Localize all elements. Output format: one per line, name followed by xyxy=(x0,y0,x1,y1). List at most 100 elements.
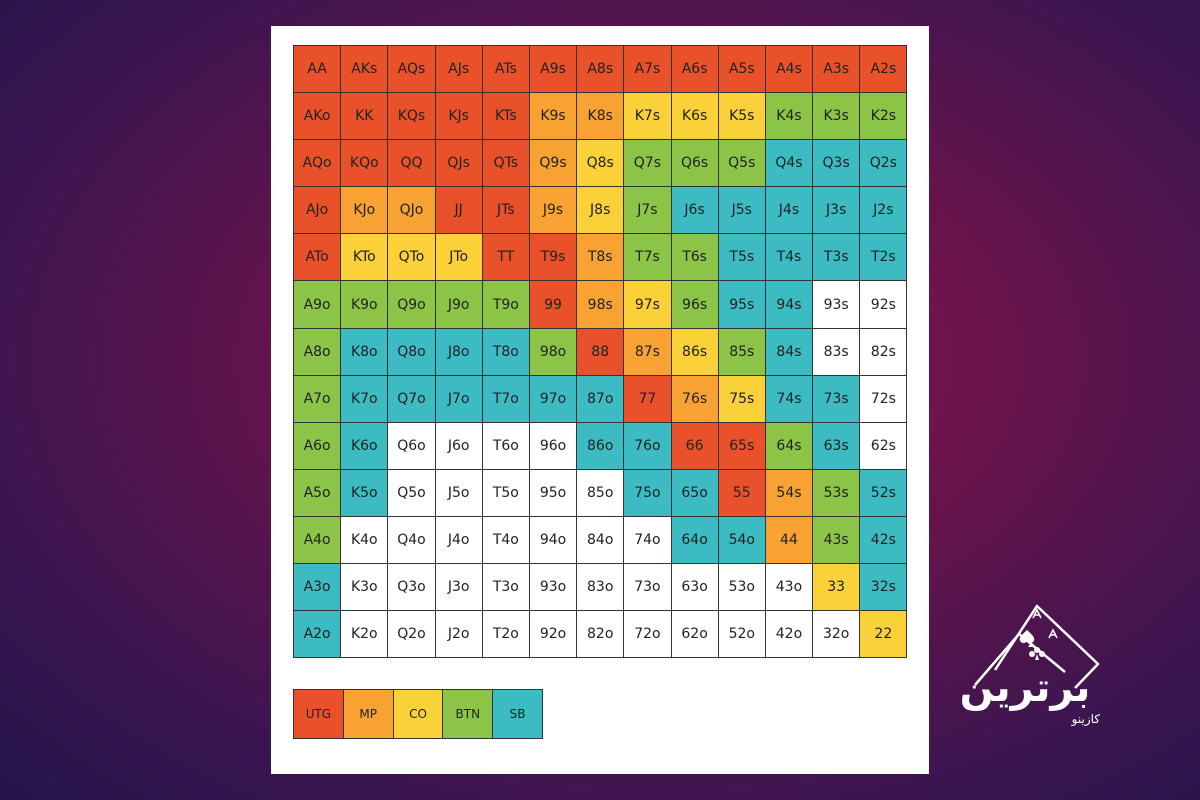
hand-cell: 98o xyxy=(529,328,578,376)
hand-cell: 86o xyxy=(577,422,625,470)
hand-cell: 92s xyxy=(860,281,908,329)
range-chart-card: AA AKs AQs AJs ATs A9s A8s A7s A6s A5s A4s A3s A2s AK… xyxy=(271,26,929,774)
hand-cell: J9o xyxy=(435,281,483,329)
hand-cell: QJs xyxy=(435,140,483,188)
hand-cell: 54o xyxy=(718,516,766,565)
hand-cell: K3s xyxy=(813,93,861,141)
hand-cell: A2s xyxy=(860,46,908,94)
hand-cell: 94o xyxy=(529,516,578,565)
hand-cell: 95s xyxy=(718,281,766,329)
hand-cell: K7s xyxy=(624,93,672,141)
hand-cell: TT xyxy=(482,234,530,282)
hand-cell: QJo xyxy=(388,187,436,235)
hand-cell: 32o xyxy=(813,611,861,659)
hand-cell: J4o xyxy=(435,516,483,565)
hand-cell: Q7o xyxy=(388,375,436,423)
hand-cell: 73o xyxy=(624,564,672,612)
hand-cell: 55 xyxy=(718,469,766,517)
hand-cell: 76s xyxy=(671,375,719,423)
hand-cell: A7o xyxy=(294,375,342,423)
hand-cell: Q6o xyxy=(388,422,436,470)
hand-cell: 96o xyxy=(529,422,578,470)
hand-cell: 84o xyxy=(577,516,625,565)
hand-cell: K8s xyxy=(577,93,625,141)
hand-cell: 63o xyxy=(671,564,719,612)
hand-cell: J7s xyxy=(624,187,672,235)
hand-cell: K9s xyxy=(529,93,578,141)
hand-cell: A9s xyxy=(529,46,578,94)
hand-cell: 92o xyxy=(529,611,578,659)
hand-cell: KJo xyxy=(341,187,389,235)
hand-cell: Q2s xyxy=(860,140,908,188)
hand-cell: 44 xyxy=(765,516,814,565)
hand-cell: 88 xyxy=(577,328,625,376)
hand-cell: K2o xyxy=(341,611,389,659)
hand-cell: 93s xyxy=(813,281,861,329)
hand-cell: 84s xyxy=(765,328,814,376)
hand-cell: J6s xyxy=(671,187,719,235)
hand-cell: J8s xyxy=(577,187,625,235)
hand-cell: KJs xyxy=(435,93,483,141)
hand-cell: 87s xyxy=(624,328,672,376)
hand-cell: QQ xyxy=(388,140,436,188)
hand-range-grid: AA AKs AQs AJs ATs A9s A8s A7s A6s A5s A4s A3s A2s AK… xyxy=(293,45,908,659)
hand-cell: A4o xyxy=(294,516,342,565)
hand-cell: 76o xyxy=(624,422,672,470)
legend-item: CO xyxy=(393,690,444,739)
hand-cell: JTo xyxy=(435,234,483,282)
hand-cell: AKo xyxy=(294,93,342,141)
hand-cell: T9o xyxy=(482,281,530,329)
hand-cell: 74s xyxy=(765,375,814,423)
hand-cell: T5o xyxy=(482,469,530,517)
hand-cell: 87o xyxy=(577,375,625,423)
hand-cell: A8o xyxy=(294,328,342,376)
hand-cell: AQo xyxy=(294,140,342,188)
position-legend: UTG MP CO BTN SB xyxy=(293,689,543,739)
hand-cell: Q8s xyxy=(577,140,625,188)
hand-cell: Q5o xyxy=(388,469,436,517)
hand-cell: J3s xyxy=(813,187,861,235)
hand-cell: KK xyxy=(341,93,389,141)
hand-cell: KTo xyxy=(341,234,389,282)
hand-cell: 62o xyxy=(671,611,719,659)
hand-cell: J9s xyxy=(529,187,578,235)
hand-cell: K7o xyxy=(341,375,389,423)
hand-cell: T3s xyxy=(813,234,861,282)
legend-item: BTN xyxy=(443,690,494,739)
hand-cell: AQs xyxy=(388,46,436,94)
hand-cell: 43s xyxy=(813,516,861,565)
hand-cell: K6o xyxy=(341,422,389,470)
hand-cell: 22 xyxy=(860,611,908,659)
hand-cell: 72o xyxy=(624,611,672,659)
hand-cell: QTo xyxy=(388,234,436,282)
hand-cell: Q7s xyxy=(624,140,672,188)
hand-cell: T4o xyxy=(482,516,530,565)
hand-cell: K2s xyxy=(860,93,908,141)
hand-cell: 97o xyxy=(529,375,578,423)
hand-cell: J7o xyxy=(435,375,483,423)
hand-cell: AKs xyxy=(341,46,389,94)
hand-cell: 42s xyxy=(860,516,908,565)
hand-cell: Q3o xyxy=(388,564,436,612)
hand-cell: A7s xyxy=(624,46,672,94)
hand-cell: 95o xyxy=(529,469,578,517)
hand-cell: K4s xyxy=(765,93,814,141)
hand-cell: K9o xyxy=(341,281,389,329)
hand-cell: 63s xyxy=(813,422,861,470)
hand-cell: ATs xyxy=(482,46,530,94)
hand-cell: J6o xyxy=(435,422,483,470)
hand-cell: KQs xyxy=(388,93,436,141)
hand-cell: 94s xyxy=(765,281,814,329)
hand-cell: 64o xyxy=(671,516,719,565)
legend-item: MP xyxy=(343,690,394,739)
logo-subtitle: کازینو xyxy=(1071,712,1100,726)
hand-cell: 96s xyxy=(671,281,719,329)
hand-cell: 64s xyxy=(765,422,814,470)
hand-cell: Q2o xyxy=(388,611,436,659)
hand-cell: 82o xyxy=(577,611,625,659)
hand-cell: J3o xyxy=(435,564,483,612)
hand-cell: A2o xyxy=(294,611,342,659)
hand-cell: 73s xyxy=(813,375,861,423)
hand-cell: K4o xyxy=(341,516,389,565)
hand-cell: 33 xyxy=(813,564,861,612)
